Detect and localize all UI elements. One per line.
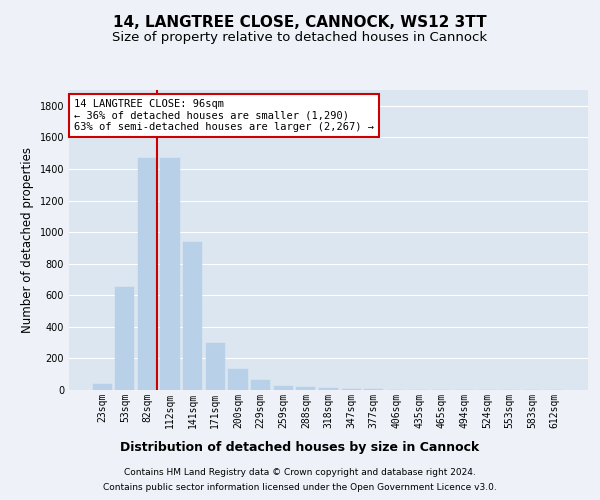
Text: Contains HM Land Registry data © Crown copyright and database right 2024.: Contains HM Land Registry data © Crown c… [124, 468, 476, 477]
Bar [229, 368, 248, 390]
Bar [138, 158, 157, 390]
Text: 14, LANGTREE CLOSE, CANNOCK, WS12 3TT: 14, LANGTREE CLOSE, CANNOCK, WS12 3TT [113, 15, 487, 30]
Bar [206, 344, 225, 390]
Bar [274, 386, 293, 390]
Text: Distribution of detached houses by size in Cannock: Distribution of detached houses by size … [121, 441, 479, 454]
Bar [251, 380, 270, 390]
Bar [319, 388, 338, 390]
Bar [183, 242, 202, 390]
Text: 14 LANGTREE CLOSE: 96sqm
← 36% of detached houses are smaller (1,290)
63% of sem: 14 LANGTREE CLOSE: 96sqm ← 36% of detach… [74, 99, 374, 132]
Bar [296, 387, 316, 390]
Text: Size of property relative to detached houses in Cannock: Size of property relative to detached ho… [112, 31, 488, 44]
Bar [341, 389, 361, 390]
Bar [115, 286, 134, 390]
Bar [92, 384, 112, 390]
Bar [364, 389, 383, 390]
Text: Contains public sector information licensed under the Open Government Licence v3: Contains public sector information licen… [103, 483, 497, 492]
Y-axis label: Number of detached properties: Number of detached properties [21, 147, 34, 333]
Bar [160, 158, 180, 390]
